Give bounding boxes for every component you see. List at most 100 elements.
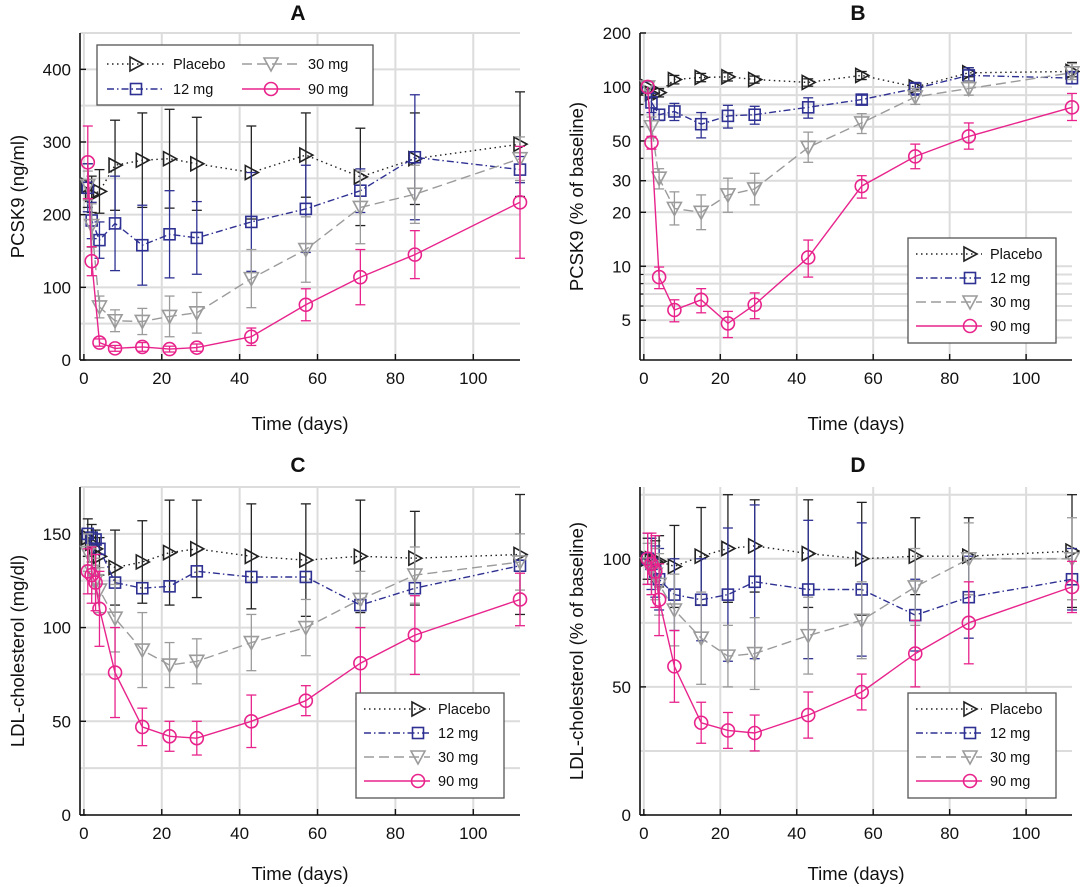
marker-triangle-right — [84, 185, 101, 203]
marker-triangle-down — [853, 613, 871, 629]
x-tick-label: 80 — [940, 824, 959, 843]
x-tick-label: 20 — [152, 824, 171, 843]
marker-triangle-right — [299, 146, 315, 164]
marker-circle — [907, 646, 923, 661]
marker-triangle-down — [133, 643, 151, 659]
marker-triangle-down — [352, 592, 369, 609]
marker-square — [748, 108, 761, 122]
marker-square — [801, 583, 815, 596]
x-tick-label: 100 — [459, 824, 487, 843]
marker-circle — [747, 725, 762, 741]
marker-square — [411, 726, 425, 740]
marker-triangle-right — [299, 551, 315, 569]
marker-circle — [298, 693, 314, 708]
marker-triangle-down — [960, 81, 978, 98]
chart-panel-D: 0 20 40 60 80 100 0 50 100 D Time (days) LDL-choles… — [566, 454, 1080, 884]
x-tick-label: 0 — [79, 824, 88, 843]
series-line — [646, 74, 1073, 125]
marker-triangle-down — [352, 200, 369, 217]
series-placebo — [640, 61, 1080, 102]
legend: Placebo 12 mg 30 mg 90 mg — [355, 692, 505, 799]
legend-label: Placebo — [990, 702, 1042, 718]
marker-circle — [512, 195, 528, 210]
panel-letter: A — [290, 2, 305, 25]
series-line — [87, 533, 521, 606]
series-90-mg — [640, 79, 1080, 339]
y-tick-label: 100 — [603, 550, 631, 569]
y-tick-label: 100 — [43, 278, 71, 297]
x-axis-label: Time (days) — [808, 863, 905, 884]
marker-triangle-down — [242, 271, 260, 288]
y-tick-label: 50 — [612, 678, 631, 697]
marker-triangle-down — [297, 620, 315, 637]
x-tick-label: 80 — [940, 369, 959, 388]
marker-square — [645, 96, 658, 109]
marker-circle — [720, 723, 736, 738]
x-tick-label: 40 — [787, 824, 806, 843]
marker-triangle-down — [961, 750, 979, 766]
marker-circle — [640, 79, 655, 95]
marker-circle — [667, 302, 682, 318]
marker-triangle-right — [135, 553, 151, 571]
marker-triangle-down — [719, 649, 737, 665]
marker-circle — [92, 335, 107, 350]
marker-triangle-down — [906, 580, 924, 596]
marker-triangle-right — [190, 155, 206, 173]
legend-label: Placebo — [990, 247, 1042, 263]
marker-circle — [651, 269, 667, 285]
marker-square — [245, 570, 258, 584]
y-tick-label: 50 — [52, 712, 71, 731]
marker-triangle-down — [746, 646, 764, 663]
series-12-mg — [81, 94, 527, 286]
panel-letter: B — [850, 2, 865, 25]
marker-circle — [162, 728, 177, 744]
marker-circle — [353, 269, 368, 285]
x-tick-label: 20 — [711, 824, 730, 843]
marker-circle — [135, 339, 150, 355]
x-tick-label: 40 — [230, 369, 249, 388]
legend-label: 30 mg — [438, 750, 478, 766]
marker-triangle-down — [960, 551, 978, 568]
marker-triangle-right — [244, 548, 261, 565]
y-axis-label: PCSK9 (ng/ml) — [7, 135, 28, 258]
marker-circle — [747, 297, 762, 313]
marker-triangle-right — [108, 559, 124, 576]
legend-label: 90 mg — [438, 774, 478, 790]
marker-square — [245, 215, 258, 229]
chart-panel-A: 0 20 40 60 80 100 0 100 200 300 400 A Time (days) PCS… — [7, 2, 529, 434]
marker-triangle-right — [190, 540, 206, 558]
marker-triangle-right — [854, 67, 871, 84]
marker-circle — [1064, 579, 1080, 595]
y-tick-label: 300 — [43, 133, 71, 152]
marker-triangle-down — [83, 218, 101, 235]
marker-circle — [162, 341, 177, 357]
y-tick-label: 30 — [612, 172, 631, 191]
marker-triangle-right — [353, 548, 370, 565]
marker-square — [190, 565, 204, 578]
marker-square — [93, 233, 106, 247]
legend: Placebo 30 mg 12 mg 90 mg — [96, 44, 374, 106]
marker-circle — [263, 81, 279, 97]
marker-circle — [84, 567, 99, 583]
series-line — [87, 156, 521, 247]
series-line — [647, 558, 1073, 734]
marker-square — [129, 82, 143, 96]
x-tick-label: 40 — [787, 369, 806, 388]
y-tick-label: 200 — [43, 206, 71, 225]
x-tick-label: 40 — [230, 824, 249, 843]
marker-square — [855, 93, 869, 106]
marker-square — [963, 271, 977, 285]
marker-square — [801, 101, 815, 114]
marker-triangle-down — [906, 90, 924, 106]
legend-label: Placebo — [173, 57, 225, 73]
axes: 0 20 40 60 80 100 0 50 100 — [603, 487, 1072, 843]
marker-triangle-down — [188, 305, 206, 322]
x-tick-label: 100 — [459, 369, 487, 388]
marker-triangle-down — [650, 171, 668, 187]
legend-label: 12 mg — [438, 726, 478, 742]
marker-square — [748, 575, 761, 589]
marker-square — [190, 231, 204, 245]
y-tick-label: 5 — [622, 311, 631, 330]
marker-triangle-right — [162, 150, 179, 168]
